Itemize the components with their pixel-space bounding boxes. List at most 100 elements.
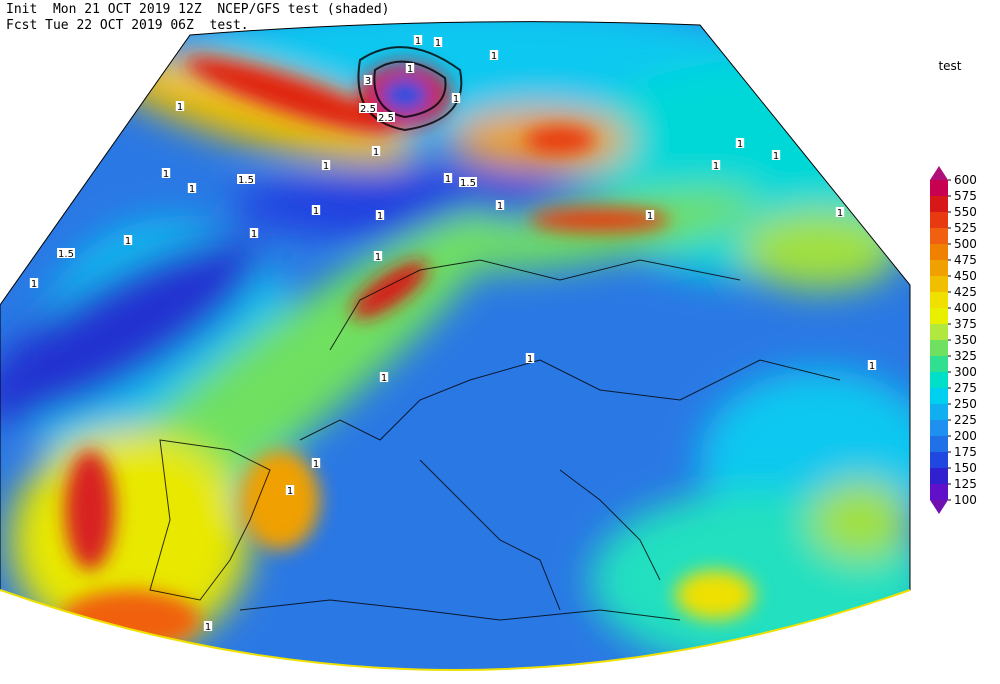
colorbar-tick-label: 500 <box>954 237 977 251</box>
contour-label: 1 <box>489 50 499 62</box>
contour-label-bg <box>371 146 381 156</box>
colorbar-tick-label: 450 <box>954 269 977 283</box>
header-line: Fcst Tue 22 OCT 2019 06Z test. <box>6 18 249 33</box>
contour-label-text: 1 <box>381 373 387 384</box>
contour-label-text: 1 <box>31 279 37 290</box>
colorbar-box <box>930 180 948 196</box>
contour-label-bg <box>249 228 259 238</box>
contour-label: 1.5 <box>237 174 255 186</box>
contour-label-text: 1 <box>177 102 183 113</box>
contour-label: 1.5 <box>459 177 477 189</box>
contour-label: 1 <box>249 228 259 240</box>
contour-label: 2.5 <box>359 103 377 115</box>
colorbar-tick-label: 475 <box>954 253 977 267</box>
contour-label: 1 <box>433 37 443 49</box>
contour-label-bg <box>187 183 197 193</box>
contour-label-text: 1 <box>647 211 653 222</box>
contour-label: 1 <box>525 353 535 365</box>
contour-label-text: 1 <box>445 174 451 185</box>
contour-label-bg <box>57 248 75 258</box>
contour-label-bg <box>645 210 655 220</box>
colorbar-tick-label: 575 <box>954 189 977 203</box>
contour-label: 1 <box>867 360 877 372</box>
contour-label-bg <box>321 160 331 170</box>
contour-label-bg <box>375 210 385 220</box>
contour-label: 2.5 <box>377 112 395 124</box>
contour-label: 1 <box>203 621 213 633</box>
contour-labels: 1 1 1 3 2.52.5 1 1 1 1 1.5 1.5 1 1 1 1 1 1 1 1 1 1.5 1 1 1 1 1 1 1 1… <box>29 35 877 633</box>
contour-label-text: 1 <box>313 206 319 217</box>
contour-label-text: 1 <box>373 147 379 158</box>
contour-label-bg <box>413 35 423 45</box>
contour-label: 1 <box>285 485 295 497</box>
contour-label: 1.5 <box>57 248 75 260</box>
colorbar-box <box>930 276 948 292</box>
contour-label-bg <box>311 205 321 215</box>
colorbar-box <box>930 196 948 212</box>
contour-label-bg <box>443 173 453 183</box>
contour-label-text: 1.5 <box>58 249 74 260</box>
contour-label-bg <box>311 458 321 468</box>
contour-label-bg <box>735 138 745 148</box>
colorbar-box <box>930 420 948 436</box>
contour-label: 1 <box>443 173 453 185</box>
contour-label-bg <box>771 150 781 160</box>
contour-label-bg <box>451 93 461 103</box>
contour-label-bg <box>123 235 133 245</box>
contour-label-bg <box>495 200 505 210</box>
contour-label-text: 1 <box>377 211 383 222</box>
colorbar-box <box>930 308 948 324</box>
contour-label-bg <box>373 251 383 261</box>
colorbar-tick-label: 200 <box>954 429 977 443</box>
contour-label-text: 1 <box>869 361 875 372</box>
colorbar-box <box>930 228 948 244</box>
colorbar-tick-label: 150 <box>954 461 977 475</box>
colorbar-tick-label: 375 <box>954 317 977 331</box>
colorbar-tick-label: 600 <box>954 173 977 187</box>
contour-label: 1 <box>495 200 505 212</box>
colorbar-box <box>930 468 948 484</box>
contour-label-bg <box>285 485 295 495</box>
contour-label-bg <box>379 372 389 382</box>
contour-label-text: 1 <box>837 208 843 219</box>
contour-label: 1 <box>405 63 415 75</box>
colorbar-tick-label: 300 <box>954 365 977 379</box>
colorbar-box <box>930 260 948 276</box>
contour-label-text: 1 <box>527 354 533 365</box>
contour-label-bg <box>175 101 185 111</box>
contour-label-bg <box>459 177 477 187</box>
contour-label-bg <box>525 353 535 363</box>
colorbar-tick-label: 125 <box>954 477 977 491</box>
contour-label: 1 <box>379 372 389 384</box>
contour-label: 1 <box>373 251 383 263</box>
contour-label-text: 1 <box>375 252 381 263</box>
contour-label: 1 <box>711 160 721 172</box>
colorbar-tick-label: 225 <box>954 413 977 427</box>
contour-label-bg <box>433 37 443 47</box>
contour-label-text: 1 <box>313 459 319 470</box>
colorbar-tick-label: 100 <box>954 493 977 507</box>
contour-label-bg <box>489 50 499 60</box>
contour-label: 1 <box>321 160 331 172</box>
colorbar-tick-label: 250 <box>954 397 977 411</box>
contour-label: 1 <box>175 101 185 113</box>
colorbar-box <box>930 212 948 228</box>
contour-label: 1 <box>835 207 845 219</box>
contour-label: 1 <box>375 210 385 222</box>
colorbar-tick-label: 275 <box>954 381 977 395</box>
contour-label: 1 <box>771 150 781 162</box>
map-field <box>0 21 910 670</box>
colorbar-box <box>930 388 948 404</box>
map-border-bottom <box>0 589 911 671</box>
contour-label: 1 <box>371 146 381 158</box>
contour-label-text: 1 <box>407 64 413 75</box>
colorbar-box <box>930 292 948 308</box>
contour-label-bg <box>377 112 395 122</box>
contour-label-text: 1.5 <box>460 178 476 189</box>
colorbar-tick-label: 525 <box>954 221 977 235</box>
header-line: Init Mon 21 OCT 2019 12Z NCEP/GFS test (… <box>6 2 390 17</box>
contour-label-text: 1 <box>125 236 131 247</box>
contour-label-text: 1 <box>737 139 743 150</box>
contour-label-text: 1 <box>453 94 459 105</box>
contour-label-text: 1 <box>287 486 293 497</box>
